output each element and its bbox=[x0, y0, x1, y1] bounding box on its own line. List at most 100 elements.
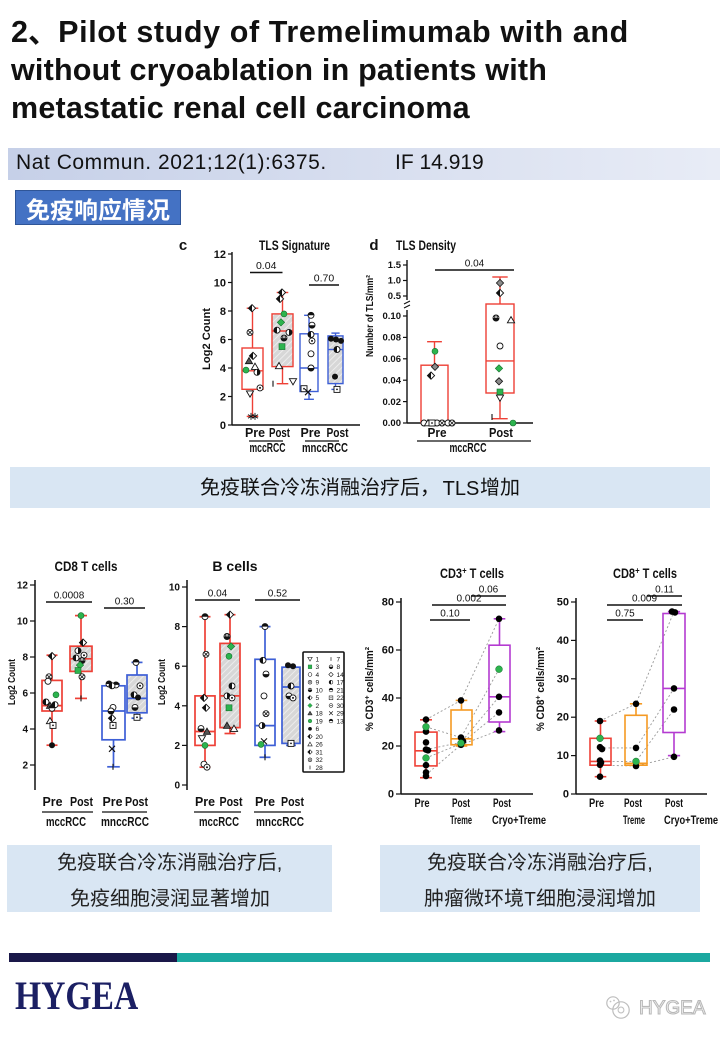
svg-text:20: 20 bbox=[382, 741, 394, 753]
svg-text:2: 2 bbox=[220, 391, 226, 403]
svg-text:3: 3 bbox=[316, 664, 320, 671]
svg-text:2: 2 bbox=[174, 741, 180, 752]
svg-text:10: 10 bbox=[316, 687, 324, 694]
svg-text:12: 12 bbox=[214, 249, 226, 261]
svg-text:21: 21 bbox=[337, 687, 345, 694]
svg-text:0.06: 0.06 bbox=[479, 585, 499, 596]
svg-text:mccRCC: mccRCC bbox=[199, 815, 239, 829]
svg-text:0.52: 0.52 bbox=[268, 589, 288, 600]
svg-text:Post: Post bbox=[452, 796, 470, 810]
svg-text:18: 18 bbox=[316, 711, 324, 718]
svg-text:7: 7 bbox=[337, 656, 341, 663]
svg-text:0.75: 0.75 bbox=[615, 609, 635, 620]
svg-text:Treme: Treme bbox=[623, 813, 645, 827]
svg-text:29: 29 bbox=[337, 711, 345, 718]
svg-text:Pre: Pre bbox=[245, 425, 265, 440]
svg-text:0.04: 0.04 bbox=[465, 259, 485, 270]
svg-text:1: 1 bbox=[316, 656, 320, 663]
svg-text:mccRCC: mccRCC bbox=[250, 441, 286, 455]
svg-text:30: 30 bbox=[337, 703, 345, 710]
svg-text:8: 8 bbox=[22, 653, 28, 664]
svg-text:6: 6 bbox=[174, 662, 180, 673]
svg-text:mnccRCC: mnccRCC bbox=[256, 815, 304, 829]
svg-text:0.002: 0.002 bbox=[456, 594, 481, 605]
svg-text:Post: Post bbox=[220, 795, 244, 809]
svg-text:mccRCC: mccRCC bbox=[46, 815, 86, 829]
svg-text:Pre: Pre bbox=[415, 796, 430, 810]
svg-text:40: 40 bbox=[382, 693, 394, 705]
svg-text:2: 2 bbox=[22, 761, 28, 772]
svg-text:0.00: 0.00 bbox=[383, 418, 402, 429]
svg-text:0.009: 0.009 bbox=[632, 594, 657, 605]
svg-text:60: 60 bbox=[382, 645, 394, 657]
svg-text:0.10: 0.10 bbox=[440, 609, 460, 620]
svg-text:Pre: Pre bbox=[301, 425, 321, 440]
svg-text:Log2 Count: Log2 Count bbox=[8, 659, 18, 705]
svg-text:CD3+ T cells: CD3+ T cells bbox=[440, 566, 504, 582]
svg-text:CD8 T cells: CD8 T cells bbox=[55, 558, 118, 574]
svg-text:4: 4 bbox=[220, 363, 227, 375]
svg-text:12: 12 bbox=[17, 581, 29, 592]
svg-text:c: c bbox=[179, 237, 187, 254]
svg-text:80: 80 bbox=[382, 597, 394, 609]
svg-text:Post: Post bbox=[489, 425, 514, 440]
svg-text:Post: Post bbox=[327, 425, 350, 440]
svg-text:0: 0 bbox=[563, 789, 569, 801]
svg-text:% CD3+ cells/mm²: % CD3+ cells/mm² bbox=[365, 647, 376, 731]
svg-text:0: 0 bbox=[220, 420, 226, 432]
svg-text:Log2 Count: Log2 Count bbox=[201, 308, 213, 370]
svg-text:5: 5 bbox=[316, 695, 320, 702]
svg-text:Pre: Pre bbox=[195, 795, 215, 809]
svg-text:Cryo+Treme: Cryo+Treme bbox=[492, 813, 546, 827]
svg-text:mnccRCC: mnccRCC bbox=[101, 815, 149, 829]
svg-text:Pre: Pre bbox=[255, 795, 275, 809]
svg-text:4: 4 bbox=[174, 701, 180, 712]
svg-text:Pre: Pre bbox=[428, 425, 447, 440]
svg-text:0.30: 0.30 bbox=[115, 597, 135, 608]
svg-text:20: 20 bbox=[557, 712, 569, 724]
svg-text:32: 32 bbox=[316, 757, 324, 764]
svg-text:30: 30 bbox=[557, 673, 569, 685]
svg-text:17: 17 bbox=[337, 680, 345, 687]
svg-text:1.0: 1.0 bbox=[388, 276, 401, 287]
svg-text:8: 8 bbox=[337, 664, 341, 671]
svg-text:0.02: 0.02 bbox=[383, 397, 402, 408]
svg-text:0.04: 0.04 bbox=[383, 375, 402, 386]
svg-text:0.11: 0.11 bbox=[655, 585, 674, 596]
svg-text:8: 8 bbox=[220, 306, 226, 318]
svg-text:20: 20 bbox=[316, 734, 324, 741]
svg-text:9: 9 bbox=[316, 680, 320, 687]
svg-text:Treme: Treme bbox=[450, 813, 472, 827]
svg-text:50: 50 bbox=[557, 597, 569, 609]
svg-text:Pre: Pre bbox=[589, 796, 604, 810]
svg-text:Post: Post bbox=[70, 795, 94, 809]
svg-text:Post: Post bbox=[125, 795, 149, 809]
svg-text:CD8+ T cells: CD8+ T cells bbox=[613, 566, 677, 582]
svg-text:B cells: B cells bbox=[212, 558, 257, 574]
svg-text:0.10: 0.10 bbox=[383, 311, 402, 322]
svg-text:14: 14 bbox=[337, 672, 345, 679]
svg-text:13: 13 bbox=[337, 718, 345, 725]
svg-text:10: 10 bbox=[169, 583, 181, 594]
svg-text:0.70: 0.70 bbox=[314, 273, 335, 285]
svg-text:% CD8+ cells/mm²: % CD8+ cells/mm² bbox=[534, 647, 548, 731]
svg-text:2: 2 bbox=[316, 703, 320, 710]
svg-text:Cryo+Treme: Cryo+Treme bbox=[664, 813, 718, 827]
svg-text:22: 22 bbox=[337, 695, 345, 702]
svg-text:TLS Density: TLS Density bbox=[396, 238, 456, 253]
svg-text:0.04: 0.04 bbox=[256, 260, 277, 272]
svg-text:40: 40 bbox=[557, 635, 569, 647]
svg-text:19: 19 bbox=[316, 718, 324, 725]
svg-text:0.06: 0.06 bbox=[383, 354, 402, 365]
svg-text:Log2 Count: Log2 Count bbox=[156, 659, 168, 705]
svg-text:10: 10 bbox=[557, 750, 569, 762]
svg-text:Post: Post bbox=[269, 425, 290, 440]
svg-text:8: 8 bbox=[174, 622, 180, 633]
svg-text:6: 6 bbox=[316, 726, 320, 733]
svg-text:Post: Post bbox=[624, 796, 642, 810]
svg-text:1.5: 1.5 bbox=[388, 260, 402, 271]
svg-text:Number of TLS/mm²: Number of TLS/mm² bbox=[364, 275, 376, 357]
svg-text:0: 0 bbox=[174, 781, 180, 792]
svg-text:Pre: Pre bbox=[103, 795, 123, 809]
svg-text:Post: Post bbox=[665, 796, 683, 810]
